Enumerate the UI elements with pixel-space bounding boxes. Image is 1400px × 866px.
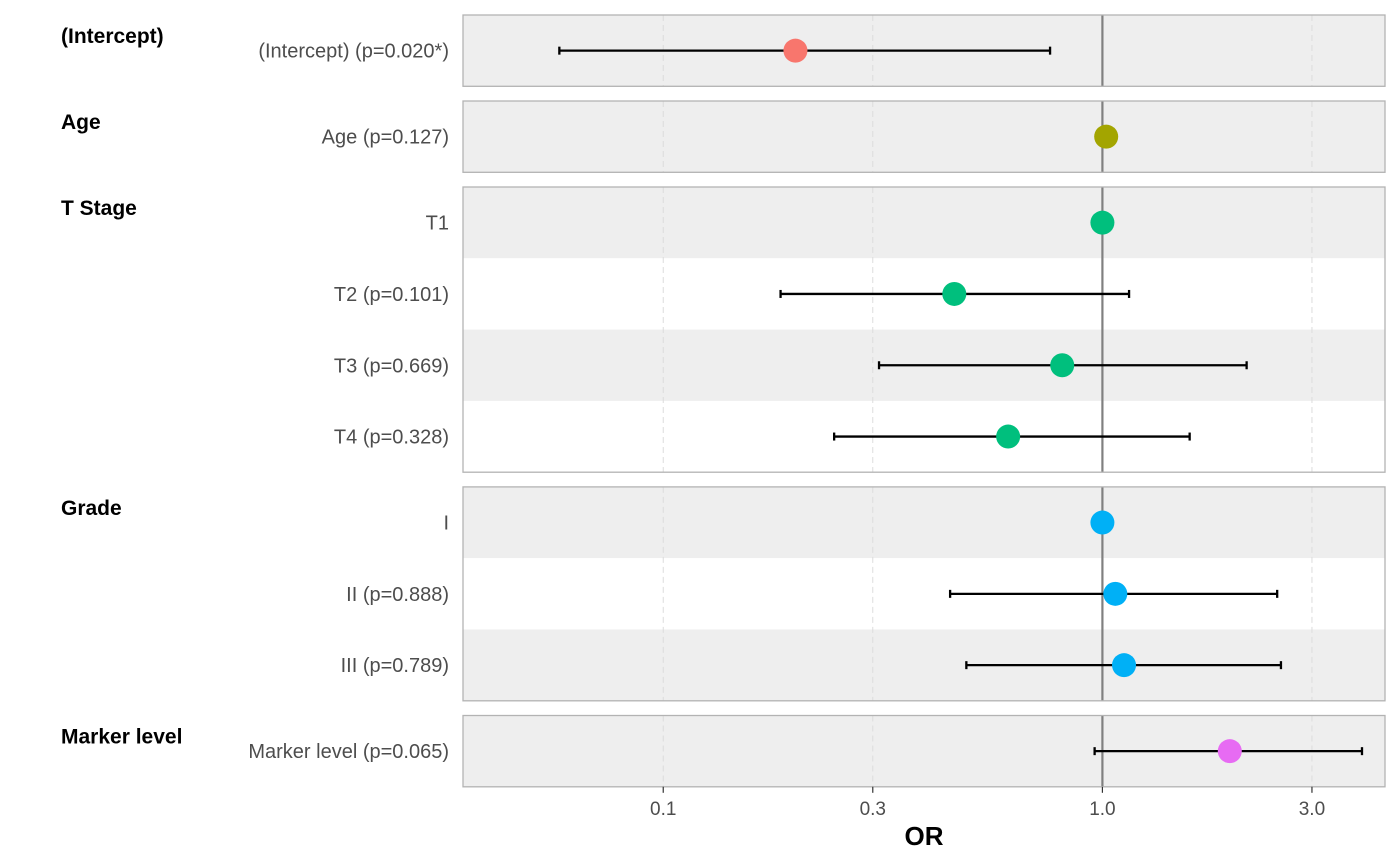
estimate-point (1090, 510, 1115, 535)
row-label: I (443, 513, 449, 535)
row-label: (Intercept) (p=0.020*) (258, 41, 449, 63)
group-label: (Intercept) (61, 25, 164, 48)
estimate-point (996, 424, 1021, 449)
x-tick-label: 0.1 (650, 799, 676, 820)
x-axis: 0.1 0.3 1.0 3.0 (650, 786, 1325, 820)
estimate-point (1112, 653, 1137, 678)
x-axis-title: OR (905, 821, 944, 851)
estimate-point (1094, 124, 1119, 149)
row-label: T1 (426, 213, 449, 235)
group-panel: Grade I II (p=0.888) III (p=0.789) (61, 486, 1386, 702)
row-label: T2 (p=0.101) (334, 284, 449, 306)
estimate-point (942, 281, 967, 306)
row-background (463, 101, 1385, 173)
row-label: II (p=0.888) (346, 584, 449, 606)
row-background (463, 486, 1385, 559)
row-label: Marker level (p=0.065) (248, 741, 449, 763)
panel-border (462, 486, 1386, 702)
estimate-point (1217, 739, 1242, 764)
panel-border (462, 14, 1386, 87)
group-label: Grade (61, 497, 122, 520)
row-label: T4 (p=0.328) (334, 427, 449, 449)
panel-border (462, 100, 1386, 173)
panel-border (462, 714, 1386, 788)
row-label: III (p=0.789) (341, 655, 449, 677)
group-panel: Marker level Marker level (p=0.065) (61, 714, 1386, 788)
group-label: T Stage (61, 197, 137, 220)
row-background (463, 187, 1385, 259)
group-panel: (Intercept) (Intercept) (p=0.020*) (61, 14, 1386, 87)
x-tick-label: 1.0 (1089, 799, 1115, 820)
x-tick-label: 3.0 (1299, 799, 1325, 820)
x-tick-label: 0.3 (860, 799, 886, 820)
group-panel: T Stage T1 T2 (p=0.101) T3 (p=0.669) T4 (p=0… (61, 186, 1386, 473)
group-label: Marker level (61, 726, 182, 749)
estimate-point (1090, 210, 1115, 235)
estimate-point (1103, 581, 1128, 606)
group-panel: Age Age (p=0.127) (61, 100, 1386, 173)
estimate-point (783, 38, 808, 63)
row-label: T3 (p=0.669) (334, 355, 449, 377)
group-label: Age (61, 111, 101, 134)
estimate-point (1050, 353, 1075, 378)
row-label: Age (p=0.127) (322, 127, 449, 149)
panel-border (462, 186, 1386, 473)
forest-panels: (Intercept) (Intercept) (p=0.020*) Age Age … (61, 14, 1386, 788)
